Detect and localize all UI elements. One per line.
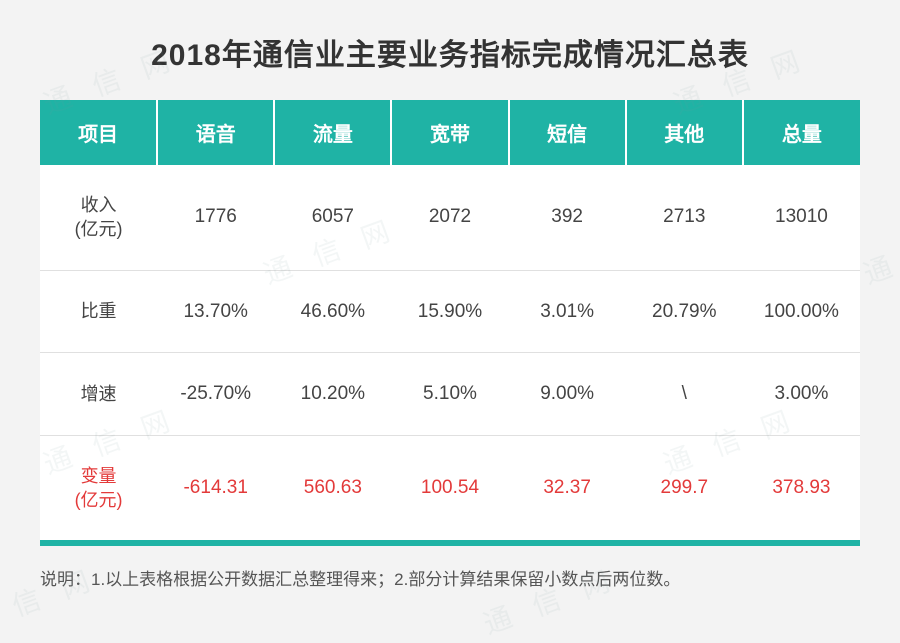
page-title: 2018年通信业主要业务指标完成情况汇总表: [0, 0, 900, 100]
table-row: 比重 13.70% 46.60% 15.90% 3.01% 20.79% 100…: [40, 270, 860, 353]
table-header-row: 项目 语音 流量 宽带 短信 其他 总量: [40, 100, 860, 165]
summary-table: 项目 语音 流量 宽带 短信 其他 总量 收入(亿元) 1776 6057 20…: [40, 100, 860, 540]
cell: 5.10%: [391, 353, 508, 436]
cell: 46.60%: [274, 270, 391, 353]
cell: 378.93: [743, 435, 860, 540]
cell: 100.00%: [743, 270, 860, 353]
cell: 3.01%: [509, 270, 626, 353]
table-row-highlight: 变量(亿元) -614.31 560.63 100.54 32.37 299.7…: [40, 435, 860, 540]
row-label: 收入(亿元): [40, 165, 157, 270]
table-container: 项目 语音 流量 宽带 短信 其他 总量 收入(亿元) 1776 6057 20…: [0, 100, 900, 546]
cell: 560.63: [274, 435, 391, 540]
cell: 15.90%: [391, 270, 508, 353]
cell: \: [626, 353, 743, 436]
table-row: 收入(亿元) 1776 6057 2072 392 2713 13010: [40, 165, 860, 270]
col-header: 项目: [40, 100, 157, 165]
col-header: 短信: [509, 100, 626, 165]
cell: 6057: [274, 165, 391, 270]
col-header: 流量: [274, 100, 391, 165]
cell: 392: [509, 165, 626, 270]
footnote: 说明：1.以上表格根据公开数据汇总整理得来；2.部分计算结果保留小数点后两位数。: [0, 546, 900, 593]
cell: 100.54: [391, 435, 508, 540]
cell: 1776: [157, 165, 274, 270]
table-row: 增速 -25.70% 10.20% 5.10% 9.00% \ 3.00%: [40, 353, 860, 436]
cell: 20.79%: [626, 270, 743, 353]
cell: 2072: [391, 165, 508, 270]
cell: 299.7: [626, 435, 743, 540]
row-label: 比重: [40, 270, 157, 353]
cell: -25.70%: [157, 353, 274, 436]
cell: 9.00%: [509, 353, 626, 436]
cell: 2713: [626, 165, 743, 270]
cell: 32.37: [509, 435, 626, 540]
row-label: 增速: [40, 353, 157, 436]
cell: 13010: [743, 165, 860, 270]
cell: 13.70%: [157, 270, 274, 353]
cell: -614.31: [157, 435, 274, 540]
col-header: 宽带: [391, 100, 508, 165]
row-label: 变量(亿元): [40, 435, 157, 540]
col-header: 语音: [157, 100, 274, 165]
col-header: 总量: [743, 100, 860, 165]
cell: 3.00%: [743, 353, 860, 436]
cell: 10.20%: [274, 353, 391, 436]
col-header: 其他: [626, 100, 743, 165]
